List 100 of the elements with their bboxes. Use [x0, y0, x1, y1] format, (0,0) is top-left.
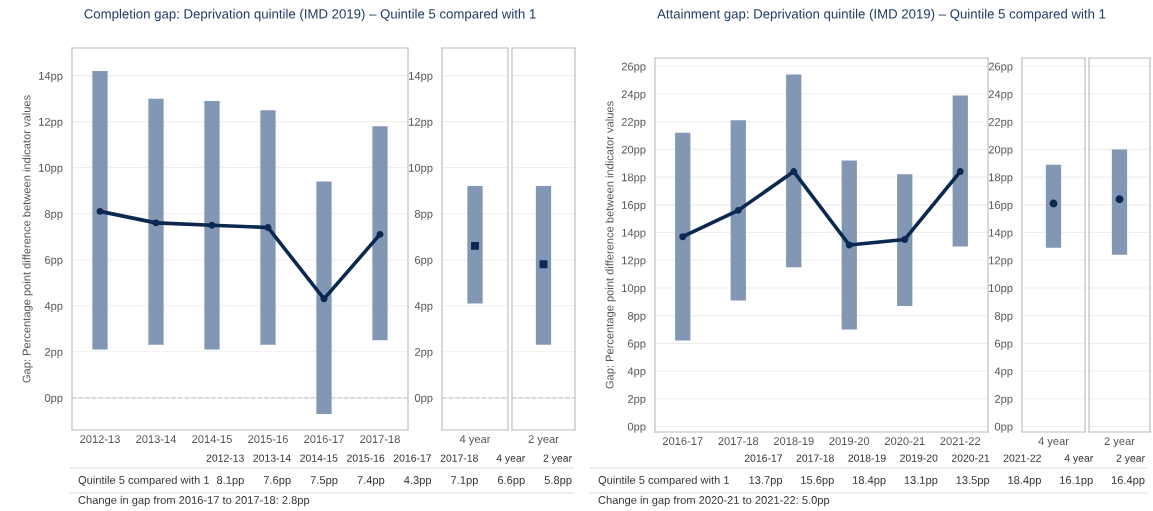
category-label: 2020-21 — [951, 454, 990, 462]
y-tick-label: 14pp — [409, 72, 433, 82]
text: Quintile 5 compared with 1 — [78, 475, 210, 487]
x-tick-label: 2 year — [1104, 437, 1135, 448]
chart-title: Attainment gap: Deprivation quintile (IMD 2019) – Quintile 5 compared with 1 — [657, 8, 1106, 22]
category-label: 4 year — [496, 454, 526, 464]
text: 18.4pp — [1008, 476, 1041, 487]
y-tick-label: 0pp — [627, 422, 646, 433]
text: 7.6pp — [263, 476, 291, 487]
category-label: 2019-20 — [900, 454, 938, 462]
y-tick-label: 18pp — [989, 173, 1013, 184]
y-tick-label: 10pp — [622, 284, 646, 295]
y-tick-label: 10pp — [39, 163, 63, 174]
text: 18.4pp — [852, 476, 886, 487]
y-tick-label: 24pp — [621, 90, 646, 101]
y-tick-label: 8pp — [994, 311, 1013, 322]
y-tick-label: 6pp — [628, 339, 646, 350]
y-tick-label: 14pp — [989, 228, 1013, 239]
y-axis-title: Gap: Percentage point difference between indicator values — [22, 95, 33, 383]
y-tick-label: 2pp — [44, 348, 63, 359]
category-label: 2017-18 — [796, 454, 834, 462]
category-label: 2013-14 — [253, 454, 291, 462]
chart-title: Completion gap: Deprivation quintile (IMD 2019) – Quintile 5 compared with 1 — [84, 8, 536, 22]
y-tick-label: 2pp — [414, 348, 433, 359]
text: 4.3pp — [404, 476, 432, 487]
y-tick-label: 4pp — [994, 367, 1013, 378]
x-tick-label: 2015-16 — [248, 435, 288, 444]
y-tick-label: 0pp — [414, 394, 433, 405]
category-label: 2015-16 — [347, 454, 385, 462]
text: 7.5pp — [310, 476, 338, 487]
y-tick-label: 20pp — [621, 145, 646, 156]
y-tick-label: 16pp — [622, 201, 646, 212]
y-axis-title: Gap: Percentage point difference between indicator values — [605, 101, 616, 389]
y-tick-label: 20pp — [988, 145, 1013, 156]
category-label: 2018-19 — [848, 454, 886, 462]
category-label: 2016-17 — [744, 454, 783, 462]
y-tick-label: 0pp — [994, 422, 1013, 433]
text: Change in gap from 2020-21 to 2021-22: 5.0pp — [598, 495, 830, 507]
y-tick-label: 12pp — [622, 256, 646, 267]
y-tick-label: 10pp — [989, 284, 1013, 295]
category-label: 4 year — [1064, 454, 1094, 464]
y-tick-label: 6pp — [45, 255, 63, 267]
y-tick-label: 2pp — [627, 395, 646, 406]
y-tick-label: 26pp — [988, 62, 1013, 73]
y-tick-label: 12pp — [39, 117, 63, 128]
x-tick-label: 2016-17 — [662, 437, 703, 446]
x-tick-label: 2013-14 — [136, 435, 177, 444]
category-label: 2014-15 — [300, 454, 338, 462]
y-tick-label: 12pp — [989, 256, 1013, 267]
x-tick-label: 2016-17 — [304, 435, 344, 444]
x-tick-label: 4 year — [459, 435, 491, 446]
text: 16.4pp — [1111, 476, 1145, 487]
category-label: 2 year — [543, 454, 572, 464]
category-label: 2016-17 — [393, 454, 432, 462]
text: 8.1pp — [216, 476, 244, 487]
y-tick-label: 16pp — [989, 201, 1013, 212]
x-tick-label: 2017-18 — [360, 435, 400, 444]
y-tick-label: 0pp — [44, 394, 63, 405]
y-tick-label: 4pp — [44, 302, 63, 313]
x-tick-label: 2012-13 — [80, 435, 120, 444]
y-tick-label: 22pp — [988, 117, 1013, 129]
y-tick-label: 8pp — [627, 311, 646, 322]
category-label: 2017-18 — [440, 454, 478, 462]
x-tick-label: 2019-20 — [829, 437, 870, 446]
text: 13.1pp — [904, 476, 938, 487]
x-tick-label: 2017-18 — [718, 437, 759, 446]
y-tick-label: 26pp — [621, 62, 646, 73]
text: 5.8pp — [544, 476, 572, 487]
y-tick-label: 6pp — [415, 255, 433, 267]
y-tick-label: 18pp — [622, 173, 646, 184]
y-tick-label: 14pp — [622, 228, 646, 239]
y-tick-label: 8pp — [414, 209, 433, 221]
y-tick-label: 22pp — [621, 117, 646, 129]
text: 15.6pp — [801, 476, 834, 487]
text: 7.4pp — [357, 476, 385, 487]
text: Change in gap from 2016-17 to 2017-18: 2.8pp — [78, 495, 310, 507]
x-tick-label: 2014-15 — [192, 435, 232, 444]
y-tick-label: 4pp — [414, 302, 433, 313]
category-label: 2012-13 — [206, 454, 244, 462]
y-tick-label: 12pp — [409, 117, 433, 128]
x-tick-label: 2 year — [528, 435, 559, 446]
text: 6.6pp — [497, 476, 525, 487]
y-tick-label: 6pp — [995, 339, 1013, 350]
x-tick-label: 2020-21 — [884, 437, 925, 446]
category-label: 2 year — [1116, 454, 1145, 464]
y-tick-label: 4pp — [627, 367, 646, 378]
text: 16.1pp — [1060, 476, 1093, 487]
y-tick-label: 10pp — [409, 163, 433, 174]
y-tick-label: 8pp — [44, 209, 63, 221]
text: Quintile 5 compared with 1 — [598, 475, 730, 487]
text: 13.5pp — [956, 476, 990, 487]
y-tick-label: 24pp — [988, 90, 1013, 101]
text: 7.1pp — [451, 476, 478, 487]
x-tick-label: 4 year — [1038, 437, 1069, 448]
y-tick-label: 2pp — [994, 395, 1013, 406]
x-tick-label: 2021-22 — [940, 437, 981, 446]
x-tick-label: 2018-19 — [773, 437, 814, 446]
text: 13.7pp — [749, 476, 783, 487]
category-label: 2021-22 — [1003, 454, 1041, 462]
y-tick-label: 14pp — [39, 72, 63, 82]
